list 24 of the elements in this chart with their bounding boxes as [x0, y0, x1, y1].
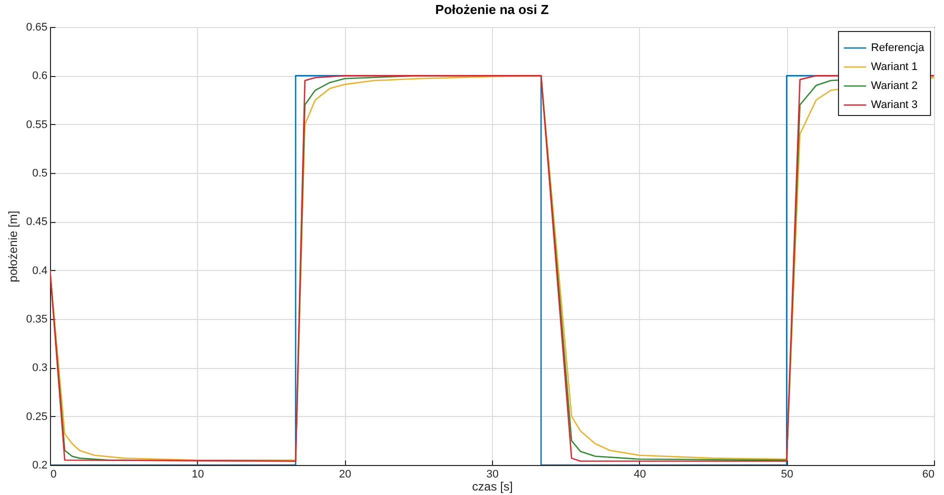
chart-title: Położenie na osi Z	[435, 2, 549, 17]
y-tick-label: 0.5	[32, 168, 48, 180]
y-tick-label: 0.55	[26, 118, 48, 131]
y-axis-title: położenie [m]	[6, 210, 20, 282]
x-axis-title: czas [s]	[472, 480, 513, 494]
y-tick-label: 0.25	[26, 410, 48, 423]
y-tick-label: 0.65	[26, 22, 48, 34]
y-tick-label: 0.6	[32, 70, 48, 82]
y-tick-label: 0.35	[26, 314, 48, 326]
y-tick-label: 0.2	[32, 460, 48, 472]
y-tick-label: 0.45	[26, 216, 48, 228]
x-tick-label: 10	[192, 468, 204, 480]
x-tick-label: 30	[486, 468, 499, 480]
y-tick-label: 0.3	[32, 362, 48, 374]
y-tick-label: 0.4	[32, 264, 48, 277]
x-tick-label: 0	[50, 468, 57, 480]
legend-label: Wariant 2	[871, 80, 918, 92]
legend-label: Wariant 1	[871, 61, 918, 73]
x-tick-label: 40	[634, 468, 646, 480]
legend-label: Wariant 3	[871, 99, 918, 111]
legend-label: Referencja	[871, 42, 926, 54]
x-tick-label: 20	[339, 468, 352, 480]
x-tick-label: 50	[781, 468, 794, 480]
x-tick-label: 60	[922, 468, 934, 480]
